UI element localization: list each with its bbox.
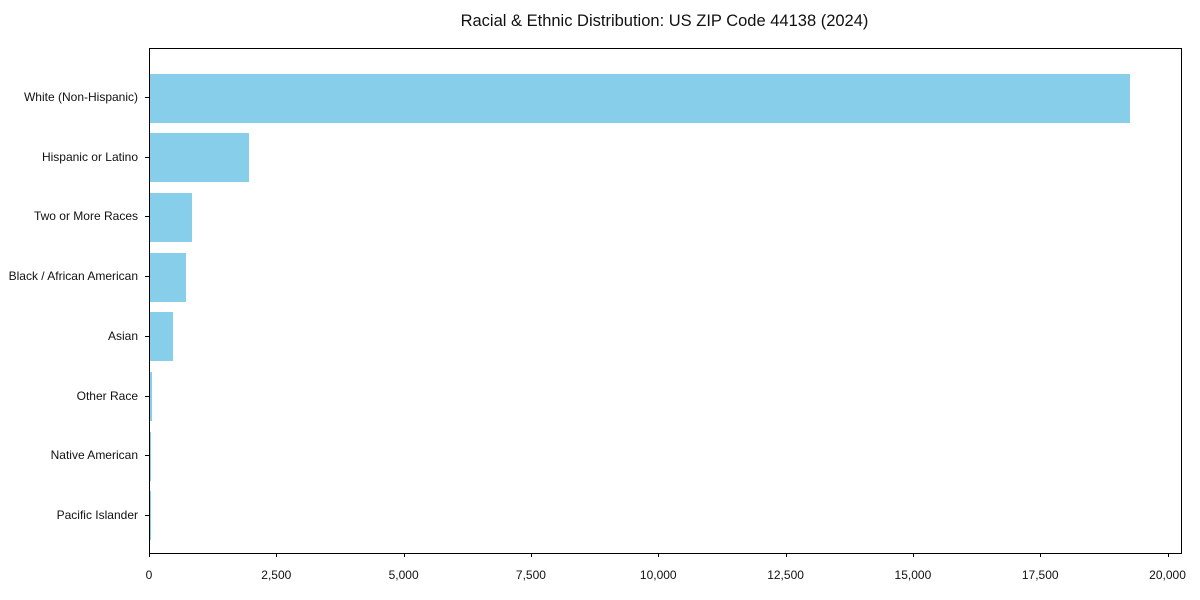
y-tick-label-native-american: Native American <box>50 448 138 463</box>
y-tick-label-asian: Asian <box>107 328 138 343</box>
bar-black-african-american <box>150 252 186 302</box>
x-tick-label-0: 0 <box>145 568 153 582</box>
y-tick-mark <box>145 97 149 98</box>
bar-white-non-hispanic <box>150 73 1131 123</box>
x-tick-label-2500: 2,500 <box>261 568 292 582</box>
y-tick-label-hispanic-or-latino: Hispanic or Latino <box>41 149 138 164</box>
x-tick-label-12500: 12,500 <box>767 568 804 582</box>
y-tick-mark <box>145 276 149 278</box>
x-tick-label-20000: 20,000 <box>1149 568 1186 582</box>
x-tick-mark <box>530 553 532 557</box>
y-tick-mark <box>145 455 149 457</box>
y-tick-mark <box>145 216 149 218</box>
bar-other-race <box>150 372 153 421</box>
x-tick-mark <box>912 553 914 557</box>
x-tick-mark <box>658 553 660 557</box>
x-tick-label-10000: 10,000 <box>639 568 677 582</box>
y-tick-label-pacific-islander: Pacific Islander <box>56 507 138 522</box>
x-tick-label-7500: 7,500 <box>515 568 546 582</box>
x-tick-label-5000: 5,000 <box>388 568 419 582</box>
y-tick-mark <box>145 156 149 158</box>
y-tick-mark <box>145 395 149 397</box>
bar-native-american <box>150 431 151 481</box>
bar-asian <box>150 312 173 362</box>
y-tick-label-white-non-hispanic: White (Non-Hispanic) <box>23 90 138 104</box>
y-tick-label-two-or-more-races: Two or More Races <box>33 209 138 224</box>
x-tick-mark <box>149 553 150 557</box>
x-tick-mark <box>785 553 787 557</box>
bar-two-or-more-races <box>150 192 192 242</box>
x-tick-mark <box>276 553 278 557</box>
y-tick-mark <box>145 514 149 516</box>
y-tick-mark <box>145 335 149 337</box>
chart-title: Racial & Ethnic Distribution: US ZIP Cod… <box>460 12 869 30</box>
x-tick-label-15000: 15,000 <box>894 568 932 582</box>
x-tick-label-17500: 17,500 <box>1021 568 1059 582</box>
y-tick-label-other-race: Other Race <box>76 388 138 403</box>
y-tick-label-black-african-american: Black / African American <box>8 269 138 284</box>
bar-hispanic-or-latino <box>150 133 250 183</box>
plot-area <box>149 48 1182 554</box>
x-tick-mark <box>403 553 405 557</box>
x-tick-mark <box>1167 553 1169 557</box>
x-tick-mark <box>1040 553 1042 557</box>
